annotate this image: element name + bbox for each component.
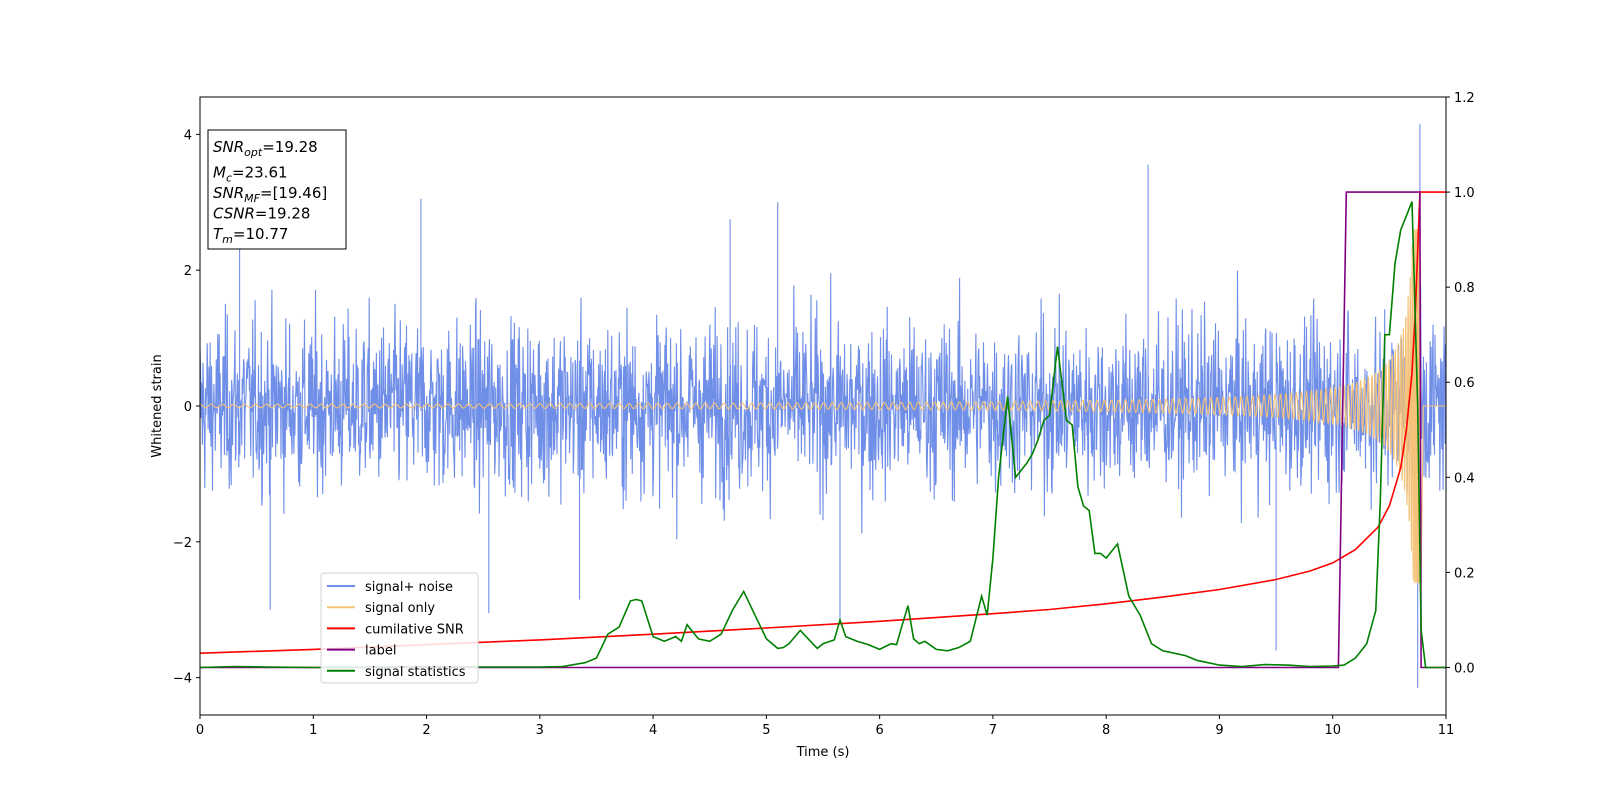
series-cumulative-snr	[199, 191, 1446, 654]
y-left-tick-label: 2	[184, 264, 192, 279]
series-signal-only	[200, 228, 1446, 584]
y-left-tick-label: 0	[184, 400, 192, 415]
x-tick-label: 9	[1215, 723, 1223, 738]
x-tick-label: 0	[196, 723, 204, 738]
y-right-tick-label: 0.4	[1454, 471, 1475, 486]
y-left-tick-label: −4	[173, 672, 192, 687]
legend-label: signal only	[365, 601, 435, 616]
x-tick-label: 11	[1438, 723, 1455, 738]
x-tick-label: 4	[649, 723, 657, 738]
x-tick-label: 5	[762, 723, 770, 738]
x-tick-label: 6	[875, 723, 883, 738]
y-left-tick-label: −2	[173, 536, 192, 551]
y-right-tick-label: 0.2	[1454, 566, 1475, 581]
x-tick-label: 10	[1324, 723, 1341, 738]
y-right-tick-label: 1.0	[1454, 186, 1475, 201]
x-tick-label: 2	[422, 723, 430, 738]
legend-label: label	[365, 644, 396, 659]
y-right-tick-label: 0.6	[1454, 376, 1475, 391]
info-box-line: SNRMF=[19.46]	[213, 184, 327, 205]
info-box-line: Tm=10.77	[213, 225, 288, 246]
y-left-tick-label: 4	[184, 128, 192, 143]
legend-label: signal+ noise	[365, 580, 453, 595]
x-tick-label: 7	[989, 723, 997, 738]
y-right-tick-label: 0.8	[1454, 281, 1475, 296]
series-signal-statistics	[199, 201, 1446, 669]
info-box-line: Mc=23.61	[213, 164, 288, 185]
y-right-tick-label: 1.2	[1454, 91, 1475, 106]
x-tick-label: 8	[1102, 723, 1110, 738]
legend-label: signal statistics	[365, 665, 466, 680]
legend: signal+ noise signal only cumilative SNR la…	[320, 572, 479, 684]
info-box: SNRopt=19.28 Mc=23.61SNRMF=[19.46]CSNR=19…	[207, 129, 347, 250]
x-axis-label: Time (s)	[796, 745, 850, 760]
y-axis-label: Whitened strain	[150, 354, 165, 457]
legend-label: cumilative SNR	[365, 622, 464, 637]
info-box-line: CSNR=19.28	[213, 205, 310, 223]
info-box-line: SNRopt=19.28	[213, 138, 318, 159]
y-right-tick-label: 0.0	[1454, 661, 1475, 676]
x-tick-label: 1	[309, 723, 317, 738]
x-tick-label: 3	[536, 723, 544, 738]
